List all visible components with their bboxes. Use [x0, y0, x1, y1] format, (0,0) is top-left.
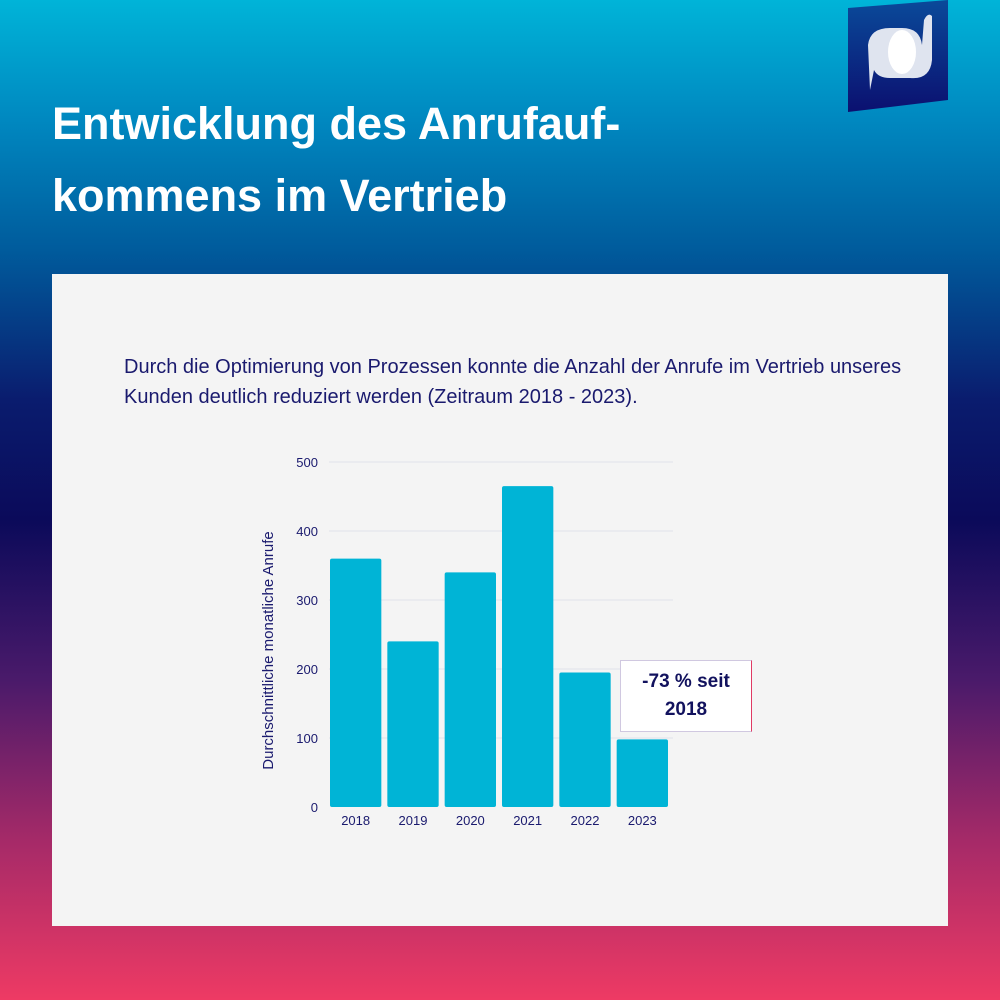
bar-2020	[444, 572, 496, 807]
bar-chart: 0 100 200 300 400 500 2018 2019 2020 2021 2022 2023…	[260, 455, 673, 828]
x-tick-label: 2023	[628, 813, 657, 828]
x-tick-label: 2022	[571, 813, 600, 828]
bar-2022	[559, 672, 611, 807]
y-tick-label: 200	[296, 662, 318, 677]
y-tick-label: 400	[296, 524, 318, 539]
x-tick-label: 2019	[399, 813, 428, 828]
brand-logo	[840, 0, 948, 115]
y-axis-label: Durchschnittliche monatliche Anrufe	[260, 531, 277, 769]
y-tick-label: 300	[296, 593, 318, 608]
x-tick-label: 2018	[341, 813, 370, 828]
bar-2021	[502, 486, 554, 807]
x-tick-label: 2020	[456, 813, 485, 828]
y-tick-label: 100	[296, 731, 318, 746]
bar-2023	[616, 739, 668, 807]
reduction-callout: -73 % seit 2018	[620, 660, 752, 732]
chart-description: Durch die Optimierung von Prozessen konn…	[124, 356, 902, 408]
chart-panel: Durch die Optimierung von Prozessen konn…	[52, 274, 948, 926]
y-tick-label: 500	[296, 455, 318, 470]
y-tick-label: 0	[311, 800, 318, 815]
x-tick-label: 2021	[513, 813, 542, 828]
bar-2019	[387, 641, 439, 807]
bar-2018	[330, 558, 382, 807]
page-title: Entwicklung des Anrufauf- kommens im Ver…	[52, 98, 621, 221]
